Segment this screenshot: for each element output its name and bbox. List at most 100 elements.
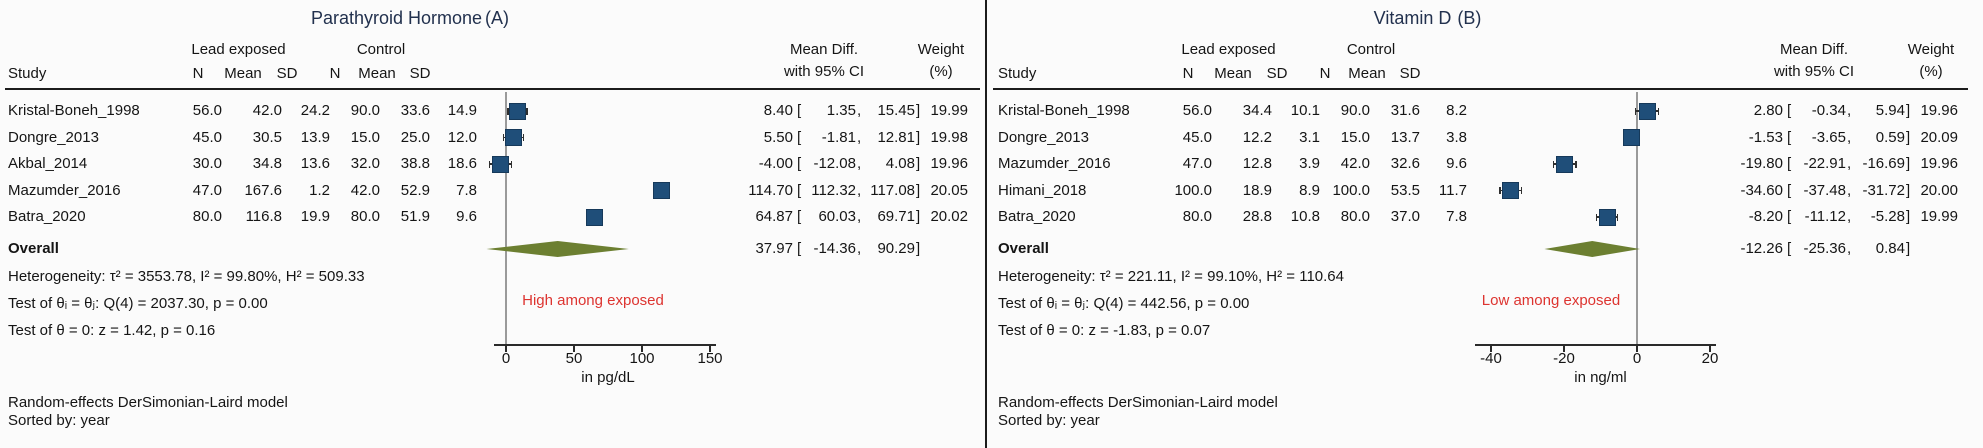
- footnote-sort: Sorted by: year: [998, 412, 1100, 429]
- x-axis-tick: [1636, 345, 1638, 352]
- effect-estimate: -4.00: [723, 153, 801, 175]
- ci-whisker-cap-low: [488, 160, 491, 168]
- effect-estimate: 114.70: [723, 180, 801, 202]
- n-exposed: 47.0: [192, 181, 222, 199]
- footnote-model: Random-effects DerSimonian-Laird model: [8, 394, 288, 411]
- x-axis-line: [494, 344, 716, 346]
- n-exposed: 30.0: [192, 155, 222, 172]
- weight-value: 20.09: [1920, 128, 1958, 146]
- sd-control: 9.6: [1446, 155, 1467, 172]
- mean-exposed: 18.9: [1242, 181, 1272, 199]
- effect-header-line2: with 95% CI: [783, 63, 865, 80]
- study-row: Akbal_2014 30.0 34.8 13.6 32.0 38.8 18.6 -4.00-…: [0, 153, 985, 175]
- n-control: 42.0: [1340, 155, 1370, 172]
- study-name: Dongre_2013: [998, 128, 1089, 146]
- overall-ci-upper: 90.29: [858, 238, 920, 260]
- mean-control: 32.6: [1390, 155, 1420, 172]
- effect-square-marker: [504, 129, 522, 146]
- effect-estimate: 64.87: [723, 206, 801, 228]
- z-test-stat: Test of θ = 0: z = 1.42, p = 0.16: [8, 322, 216, 339]
- ci-upper: -5.28: [1848, 206, 1910, 228]
- ci-whisker-cap-high: [1657, 107, 1660, 115]
- ci-whisker-cap-low: [507, 107, 509, 115]
- study-row: Himani_2018 100.0 18.9 8.9 100.0 53.5 11.7 -34.…: [990, 180, 1975, 202]
- column-header-n-exposed: N: [1182, 65, 1194, 82]
- mean-control: 51.9: [400, 208, 430, 225]
- header-rule: [5, 88, 980, 90]
- effect-square-marker: [508, 102, 526, 120]
- mean-control: 25.0: [400, 128, 430, 146]
- sd-exposed: 19.9: [300, 208, 330, 225]
- ci-whisker-cap-high: [1617, 213, 1619, 221]
- n-control: 90.0: [350, 102, 380, 119]
- n-exposed: 80.0: [1182, 208, 1212, 225]
- column-header-sd-exposed: SD: [1266, 65, 1288, 82]
- overall-row: 37.97 -14.36 90.29: [0, 238, 985, 260]
- weight-value: 19.96: [1920, 155, 1958, 172]
- column-header-sd-exposed: SD: [276, 65, 298, 82]
- study-name: Kristal-Boneh_1998: [8, 102, 140, 119]
- x-axis-tick-label: -20: [1553, 350, 1575, 367]
- z-test-stat: Test of θ = 0: z = -1.83, p = 0.07: [998, 322, 1211, 339]
- mean-control: 33.6: [400, 102, 430, 119]
- x-axis-tick-label: 50: [565, 350, 583, 367]
- panel-title-text: Parathyroid Hormone: [310, 7, 483, 28]
- sd-exposed: 3.1: [1299, 128, 1320, 146]
- panel-title-text: Vitamin D: [1373, 7, 1452, 28]
- zero-reference-line: [1636, 92, 1638, 344]
- n-exposed: 100.0: [1174, 181, 1212, 199]
- sd-exposed: 1.2: [309, 181, 330, 199]
- ci-lower: -3.65: [1789, 127, 1851, 149]
- study-row: Dongre_2013 45.0 12.2 3.1 15.0 13.7 3.8 -1.53-3…: [990, 127, 1975, 149]
- column-header-study: Study: [998, 65, 1037, 82]
- study-name: Himani_2018: [998, 181, 1087, 199]
- study-row: Dongre_2013 45.0 30.5 13.9 15.0 25.0 12.0 5.50-…: [0, 127, 985, 149]
- ci-upper: 15.45: [858, 100, 920, 122]
- sd-exposed: 24.2: [300, 102, 330, 119]
- mean-control: 13.7: [1390, 128, 1420, 146]
- panel-divider: [985, 0, 987, 448]
- sd-control: 18.6: [447, 155, 477, 172]
- panel-title-suffix: (A): [485, 7, 510, 28]
- sd-exposed: 13.6: [300, 155, 330, 172]
- panel-title: Vitamin D (B): [990, 6, 1865, 30]
- effect-estimate: -8.20: [1713, 206, 1791, 228]
- study-row: Batra_2020 80.0 28.8 10.8 80.0 37.0 7.8 -8.20-1…: [990, 206, 1975, 228]
- n-control: 80.0: [1340, 208, 1370, 225]
- ci-upper: -16.69: [1848, 153, 1910, 175]
- effect-square-marker: [653, 182, 671, 199]
- effect-square-marker: [1556, 155, 1574, 173]
- ci-upper: 5.94: [1848, 100, 1910, 122]
- forest-panel-b: Vitamin D (B) Lead exposed Control Study …: [990, 0, 1975, 448]
- ci-upper: 69.71: [858, 206, 920, 228]
- n-exposed: 47.0: [1182, 155, 1212, 172]
- effect-square-marker: [492, 155, 510, 173]
- overall-label: Overall: [8, 240, 59, 257]
- group-header-control: Control: [1346, 41, 1396, 58]
- x-axis-unit-label: in pg/dL: [581, 369, 635, 386]
- overall-row: -12.26 -25.36 0.84: [990, 238, 1975, 260]
- x-axis-tick-label: -40: [1480, 350, 1502, 367]
- n-control: 15.0: [1340, 128, 1370, 146]
- study-name: Batra_2020: [998, 208, 1076, 225]
- weight-value: 20.05: [930, 181, 968, 199]
- x-axis-tick: [1709, 345, 1711, 352]
- overall-ci-upper: 0.84: [1848, 238, 1910, 260]
- study-row: Mazumder_2016 47.0 167.6 1.2 42.0 52.9 7.8 114.…: [0, 180, 985, 202]
- mean-exposed: 42.0: [252, 102, 282, 119]
- effect-estimate: 8.40: [723, 100, 801, 122]
- weight-value: 20.02: [930, 208, 968, 225]
- overall-estimate: 37.97: [723, 238, 801, 260]
- study-row: Batra_202080.0116.819.980.051.99.664.876…: [0, 206, 985, 228]
- mean-exposed: 167.6: [244, 181, 282, 199]
- x-axis-line: [1475, 344, 1716, 346]
- column-header-mean-control: Mean: [358, 65, 396, 82]
- weight-value: 19.99: [1920, 208, 1958, 225]
- n-exposed: 45.0: [192, 128, 222, 146]
- ci-lower: 1.35: [799, 100, 861, 122]
- mean-control: 53.5: [1390, 181, 1420, 199]
- n-control: 80.0: [350, 208, 380, 225]
- sd-control: 12.0: [447, 128, 477, 146]
- effect-header-line1: Mean Diff.: [789, 41, 859, 58]
- ci-whisker-cap-low: [1499, 187, 1501, 194]
